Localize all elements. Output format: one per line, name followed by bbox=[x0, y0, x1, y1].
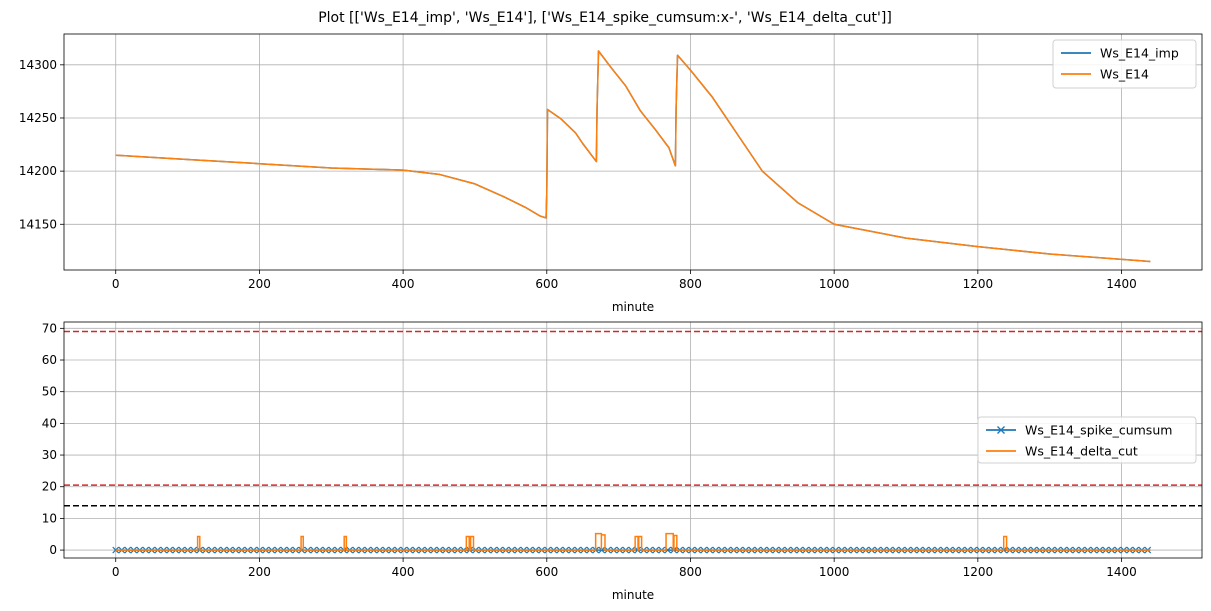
series-line-Ws_E14 bbox=[115, 50, 1151, 263]
x-tick-label: 1200 bbox=[963, 277, 994, 291]
y-tick-label: 70 bbox=[42, 321, 57, 335]
legend-label: Ws_E14_spike_cumsum bbox=[1025, 423, 1172, 438]
legend-label: Ws_E14_imp bbox=[1100, 46, 1179, 61]
y-tick-label: 14300 bbox=[19, 58, 57, 72]
legend-box bbox=[1052, 39, 1197, 89]
x-tick-label: 800 bbox=[679, 277, 702, 291]
figure-suptitle: Plot [['Ws_E14_imp', 'Ws_E14'], ['Ws_E14… bbox=[318, 10, 892, 26]
x-tick-label: 200 bbox=[248, 277, 271, 291]
x-tick-label: 600 bbox=[535, 277, 558, 291]
x-tick-label: 1200 bbox=[963, 565, 994, 579]
legend-box bbox=[977, 416, 1197, 464]
x-tick-label: 0 bbox=[112, 565, 120, 579]
y-tick-label: 14150 bbox=[19, 217, 57, 231]
legend-label: Ws_E14_delta_cut bbox=[1025, 444, 1138, 459]
x-marker bbox=[598, 546, 606, 554]
plot-area bbox=[115, 50, 1151, 263]
x-axis-label: minute bbox=[612, 300, 654, 314]
y-tick-label: 40 bbox=[42, 416, 57, 430]
bottom-plot: 0 200 400 600 800 1000 1200 1400 0 10 20 30 40 50 60 70… bbox=[42, 321, 1203, 602]
top-plot: 0 200 400 600 800 1000 1200 1400 14150 14200 14250… bbox=[19, 33, 1203, 314]
plot-area bbox=[64, 330, 1202, 554]
y-tick-label: 14200 bbox=[19, 164, 57, 178]
legend: Ws_E14_imp Ws_E14 bbox=[1052, 39, 1197, 89]
x-tick-label: 1000 bbox=[819, 277, 850, 291]
legend-marker bbox=[997, 426, 1005, 434]
x-tick-label: 1400 bbox=[1106, 565, 1137, 579]
y-tick-label: 20 bbox=[42, 480, 57, 494]
x-tick-label: 0 bbox=[112, 277, 120, 291]
axes-frame bbox=[63, 33, 1203, 271]
y-tick-label: 14250 bbox=[19, 111, 57, 125]
x-marker bbox=[112, 546, 120, 554]
x-tick-label: 1400 bbox=[1106, 277, 1137, 291]
x-tick-label: 400 bbox=[392, 277, 415, 291]
legend: Ws_E14_spike_cumsum Ws_E14_delta_cut bbox=[977, 416, 1197, 464]
y-tick-label: 50 bbox=[42, 385, 57, 399]
x-tick-label: 800 bbox=[679, 565, 702, 579]
x-tick-label: 200 bbox=[248, 565, 271, 579]
axes-frame bbox=[63, 321, 1203, 559]
y-tick-label: 60 bbox=[42, 353, 57, 367]
legend-label: Ws_E14 bbox=[1100, 67, 1149, 82]
x-tick-label: 600 bbox=[535, 565, 558, 579]
x-tick-label: 1000 bbox=[819, 565, 850, 579]
y-tick-label: 0 bbox=[49, 543, 57, 557]
x-axis-label: minute bbox=[612, 588, 654, 602]
y-tick-label: 10 bbox=[42, 511, 57, 525]
y-tick-label: 30 bbox=[42, 448, 57, 462]
x-tick-label: 400 bbox=[392, 565, 415, 579]
